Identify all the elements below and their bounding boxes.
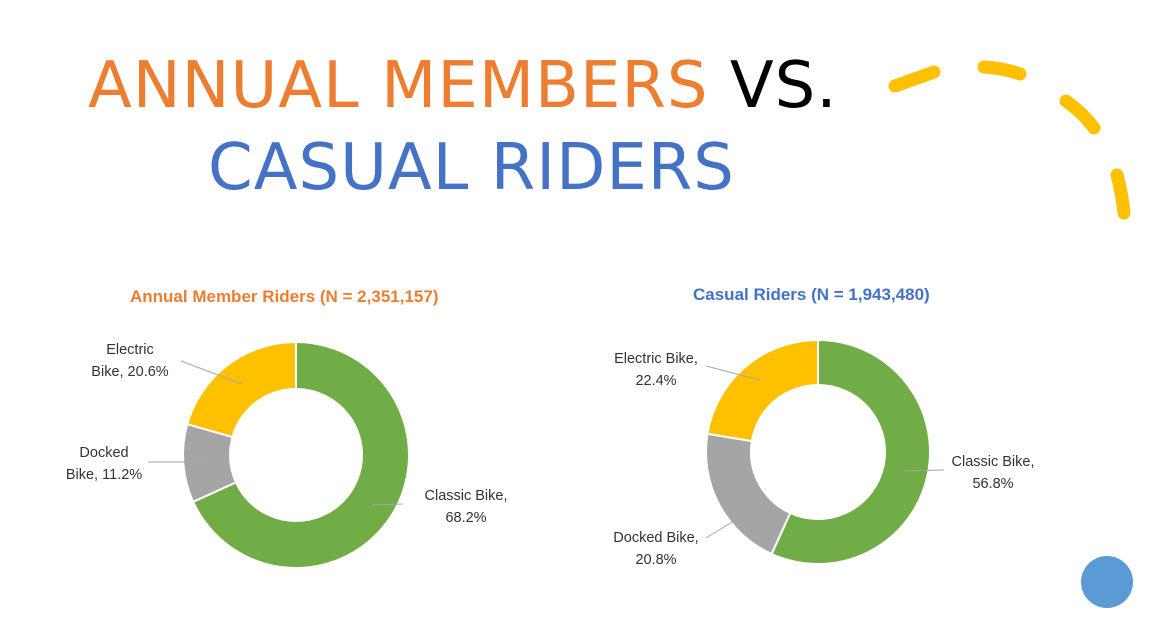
data-label-classic-bike: Classic Bike, 56.8% <box>952 454 1035 492</box>
leader-line <box>904 469 945 472</box>
leader-line <box>705 365 761 381</box>
slice-classic-bike <box>191 340 410 569</box>
decorative-arc <box>888 60 1131 220</box>
chart-title-casual-riders: Casual Riders (N = 1,943,480) <box>693 285 930 304</box>
decorative-blue-dot <box>1081 556 1133 608</box>
arc-dash <box>977 60 1027 81</box>
slide-title-line1: ANNUAL MEMBERS VS. <box>88 54 838 118</box>
data-label-docked-bike: Docked Bike, 20.8% <box>613 530 698 568</box>
slice-electric-bike <box>186 340 297 439</box>
slice-electric-bike <box>706 338 819 443</box>
title-vs: VS. <box>729 49 838 123</box>
leader-line <box>180 360 243 385</box>
leader-line <box>705 513 746 539</box>
data-label-electric-bike: Electric Bike, 20.6% <box>91 342 168 380</box>
slice-docked-bike <box>705 432 792 556</box>
arc-dash <box>1110 168 1131 220</box>
data-label-electric-bike: Electric Bike, 22.4% <box>614 351 698 389</box>
data-label-classic-bike: Classic Bike, 68.2% <box>425 488 508 526</box>
slice-classic-bike <box>770 338 931 565</box>
donut-chart-annual-members: Classic Bike, 68.2% Docked Bike, 11.2% Elect… <box>66 340 508 569</box>
data-label-docked-bike: Docked Bike, 11.2% <box>66 445 142 483</box>
arc-dash <box>888 65 941 93</box>
arc-dash <box>1059 94 1101 135</box>
slide-title-line2: CASUAL RIDERS <box>208 131 735 205</box>
leader-line <box>371 503 404 506</box>
title-annual-members: ANNUAL MEMBERS <box>88 49 709 123</box>
chart-title-annual-members: Annual Member Riders (N = 2,351,157) <box>130 287 439 306</box>
donut-chart-casual-riders: Classic Bike, 56.8% Docked Bike, 20.8% Elect… <box>613 338 1035 568</box>
